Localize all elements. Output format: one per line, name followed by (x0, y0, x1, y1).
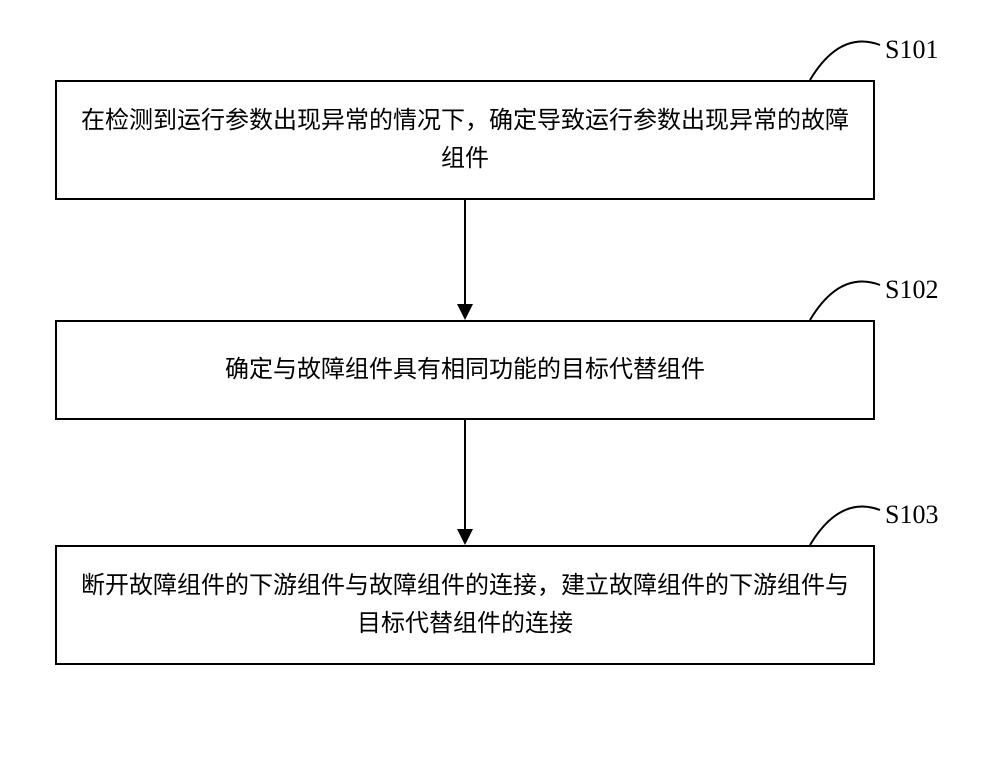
step-box-s101: 在检测到运行参数出现异常的情况下，确定导致运行参数出现异常的故障组件 (55, 80, 875, 200)
arrow-1-head (457, 304, 473, 320)
arrow-1-line (464, 200, 466, 304)
arrow-2-head (457, 529, 473, 545)
step-box-s102: 确定与故障组件具有相同功能的目标代替组件 (55, 320, 875, 420)
step-text: 确定与故障组件具有相同功能的目标代替组件 (225, 351, 705, 389)
step-label-s102: S102 (885, 275, 938, 305)
step-text: 在检测到运行参数出现异常的情况下，确定导致运行参数出现异常的故障组件 (77, 102, 853, 179)
flowchart-canvas: 在检测到运行参数出现异常的情况下，确定导致运行参数出现异常的故障组件 S101 … (0, 0, 1000, 760)
step-label-s101: S101 (885, 35, 938, 65)
arrow-2-line (464, 420, 466, 529)
step-label-s103: S103 (885, 500, 938, 530)
step-text: 断开故障组件的下游组件与故障组件的连接，建立故障组件的下游组件与目标代替组件的连… (77, 567, 853, 644)
step-box-s103: 断开故障组件的下游组件与故障组件的连接，建立故障组件的下游组件与目标代替组件的连… (55, 545, 875, 665)
